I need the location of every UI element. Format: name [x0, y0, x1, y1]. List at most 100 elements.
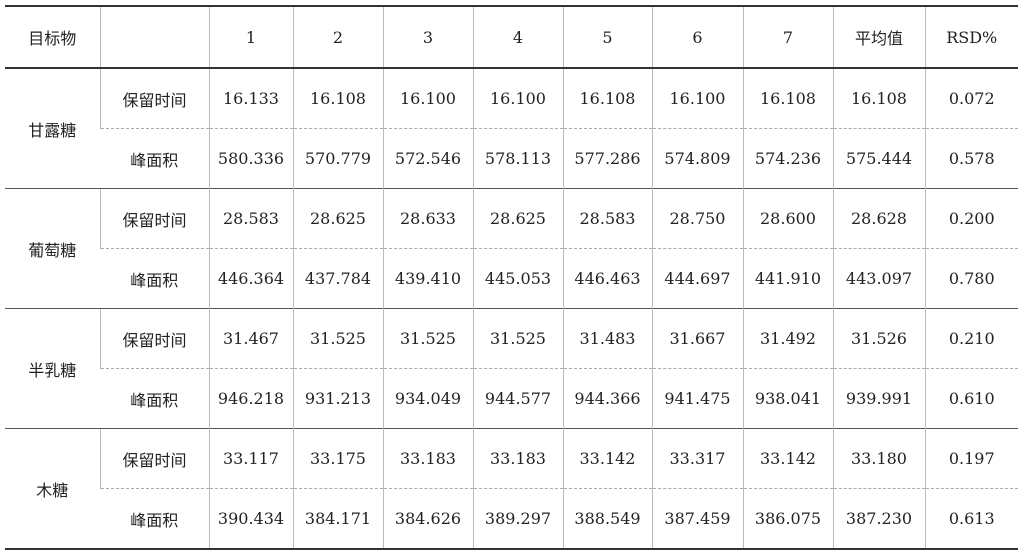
header-cell: RSD% [924, 5, 1018, 69]
value-cell: 31.525 [472, 308, 563, 369]
value-cell: 28.600 [742, 188, 833, 249]
value-cell: 31.525 [292, 308, 383, 369]
value-cell: 0.578 [924, 128, 1018, 189]
value-cell: 389.297 [472, 488, 563, 550]
row-label: 峰面积 [100, 128, 209, 189]
value-cell: 16.108 [742, 67, 833, 129]
value-cell: 437.784 [292, 248, 383, 309]
value-cell: 390.434 [208, 488, 293, 550]
value-cell: 0.072 [924, 67, 1018, 129]
table-header: 目标物 1 2 3 4 5 6 7 平均值 RSD% [5, 5, 1018, 69]
header-row: 目标物 1 2 3 4 5 6 7 平均值 RSD% [5, 5, 1018, 69]
value-cell: 0.780 [924, 248, 1018, 309]
value-cell: 16.100 [651, 67, 743, 129]
row-label: 峰面积 [100, 488, 209, 550]
value-cell: 0.610 [924, 368, 1018, 429]
value-cell: 33.142 [562, 428, 652, 489]
value-cell: 439.410 [382, 248, 473, 309]
value-cell: 575.444 [832, 128, 925, 189]
table-body: 甘露糖 保留时间 16.133 16.108 16.100 16.100 16.108 16.… [5, 67, 1018, 550]
value-cell: 441.910 [742, 248, 833, 309]
group-name: 木糖 [5, 428, 100, 550]
value-cell: 33.183 [472, 428, 563, 489]
value-cell: 33.175 [292, 428, 383, 489]
header-cell: 3 [382, 5, 473, 69]
value-cell: 28.628 [832, 188, 925, 249]
value-cell: 33.142 [742, 428, 833, 489]
value-cell: 0.210 [924, 308, 1018, 369]
value-cell: 578.113 [472, 128, 563, 189]
group-name: 葡萄糖 [5, 188, 100, 309]
value-cell: 939.991 [832, 368, 925, 429]
row-label: 保留时间 [99, 428, 209, 489]
data-row: 峰面积 446.364 437.784 439.410 445.053 446.463 44… [5, 248, 1018, 309]
value-cell: 16.108 [832, 67, 925, 129]
row-label: 峰面积 [100, 368, 209, 429]
row-label: 保留时间 [99, 308, 209, 369]
value-cell: 934.049 [382, 368, 473, 429]
value-cell: 33.180 [832, 428, 925, 489]
header-cell: 平均值 [832, 5, 925, 69]
value-cell: 0.197 [924, 428, 1018, 489]
value-cell: 572.546 [382, 128, 473, 189]
value-cell: 384.626 [382, 488, 473, 550]
value-cell: 28.625 [292, 188, 383, 249]
value-cell: 16.133 [208, 67, 293, 129]
header-cell: 5 [562, 5, 652, 69]
data-row: 峰面积 946.218 931.213 934.049 944.577 944.366 94… [5, 368, 1018, 429]
value-cell: 28.583 [562, 188, 652, 249]
data-row: 峰面积 580.336 570.779 572.546 578.113 577.286 57… [5, 128, 1018, 189]
group-name: 甘露糖 [5, 67, 100, 189]
value-cell: 384.171 [292, 488, 383, 550]
value-cell: 444.697 [651, 248, 743, 309]
value-cell: 31.467 [208, 308, 293, 369]
value-cell: 28.625 [472, 188, 563, 249]
data-row: 葡萄糖 保留时间 28.583 28.625 28.633 28.625 28.583 28.… [5, 188, 1018, 309]
row-label: 保留时间 [99, 67, 209, 129]
value-cell: 580.336 [208, 128, 293, 189]
group-name: 半乳糖 [5, 308, 100, 429]
value-cell: 16.100 [472, 67, 563, 129]
data-row: 半乳糖 保留时间 31.467 31.525 31.525 31.525 31.483 31.… [5, 308, 1018, 429]
value-cell: 31.483 [562, 308, 652, 369]
header-cell: 1 [208, 5, 293, 69]
value-cell: 944.577 [472, 368, 563, 429]
value-cell: 944.366 [562, 368, 652, 429]
value-cell: 0.613 [924, 488, 1018, 550]
value-cell: 570.779 [292, 128, 383, 189]
value-cell: 938.041 [742, 368, 833, 429]
row-label: 保留时间 [99, 188, 209, 249]
data-row: 峰面积 390.434 384.171 384.626 389.297 388.549 38… [5, 488, 1018, 550]
results-table: 目标物 1 2 3 4 5 6 7 平均值 RSD% 甘露糖 保留时间 16.133 16.108 16… [5, 5, 1018, 550]
value-cell: 33.183 [382, 428, 473, 489]
value-cell: 941.475 [651, 368, 743, 429]
header-cell: 4 [472, 5, 563, 69]
value-cell: 31.525 [382, 308, 473, 369]
value-cell: 388.549 [562, 488, 652, 550]
value-cell: 574.236 [742, 128, 833, 189]
header-cell: 2 [292, 5, 383, 69]
value-cell: 386.075 [742, 488, 833, 550]
value-cell: 16.108 [562, 67, 652, 129]
value-cell: 0.200 [924, 188, 1018, 249]
value-cell: 445.053 [472, 248, 563, 309]
value-cell: 31.667 [651, 308, 743, 369]
value-cell: 28.583 [208, 188, 293, 249]
value-cell: 574.809 [651, 128, 743, 189]
value-cell: 931.213 [292, 368, 383, 429]
data-row: 木糖 保留时间 33.117 33.175 33.183 33.183 33.142 33.3… [5, 428, 1018, 550]
value-cell: 577.286 [562, 128, 652, 189]
header-cell: 7 [742, 5, 833, 69]
header-cell: 目标物 [5, 5, 100, 69]
data-row: 甘露糖 保留时间 16.133 16.108 16.100 16.100 16.108 16.… [5, 67, 1018, 189]
value-cell: 28.633 [382, 188, 473, 249]
value-cell: 28.750 [651, 188, 743, 249]
value-cell: 387.230 [832, 488, 925, 550]
value-cell: 946.218 [208, 368, 293, 429]
header-cell [99, 5, 209, 69]
value-cell: 443.097 [832, 248, 925, 309]
value-cell: 16.100 [382, 67, 473, 129]
value-cell: 33.317 [651, 428, 743, 489]
row-label: 峰面积 [100, 248, 209, 309]
